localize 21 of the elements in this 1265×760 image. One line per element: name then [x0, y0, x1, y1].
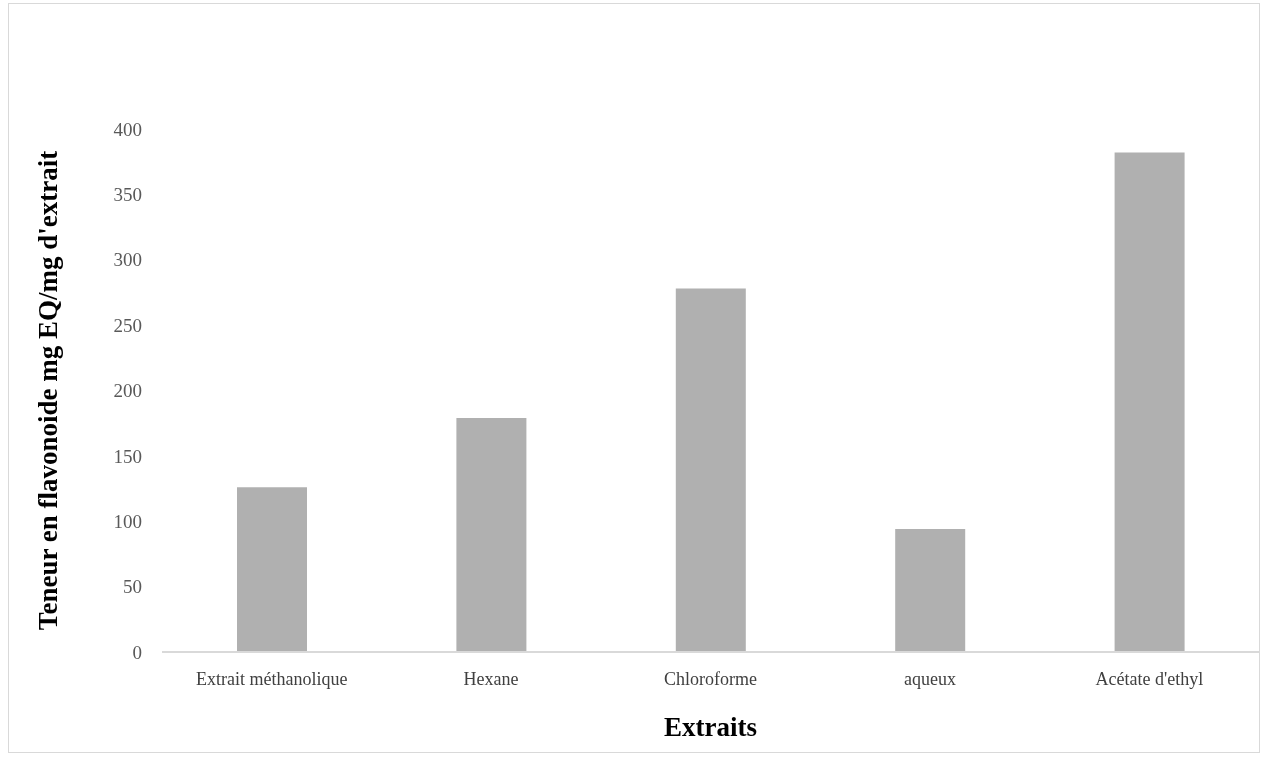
y-tick-label: 200	[113, 380, 142, 402]
y-tick-label: 100	[113, 510, 142, 532]
y-tick-label: 50	[123, 576, 142, 598]
bar	[895, 529, 966, 652]
bar	[675, 288, 746, 652]
bar	[456, 417, 527, 652]
x-axis-title: Extraits	[664, 712, 757, 742]
x-tick-label: Hexane	[463, 668, 519, 689]
y-tick-label: 150	[113, 445, 142, 467]
x-tick-label: Extrait méthanolique	[195, 668, 348, 689]
x-tick-label: aqueux	[903, 668, 956, 689]
y-axis-title: Teneur en flavonoide mg EQ/mg d'extrait	[32, 150, 63, 631]
y-tick-label: 0	[132, 641, 142, 663]
y-tick-label: 400	[113, 118, 142, 140]
x-tick-label: Chloroforme	[664, 668, 757, 689]
y-tick-label: 250	[113, 314, 142, 336]
x-tick-label: Acétate d'ethyl	[1095, 668, 1204, 689]
bar	[1114, 152, 1185, 652]
bar	[237, 487, 307, 652]
y-tick-label: 350	[113, 184, 142, 206]
y-tick-label: 300	[113, 249, 142, 271]
